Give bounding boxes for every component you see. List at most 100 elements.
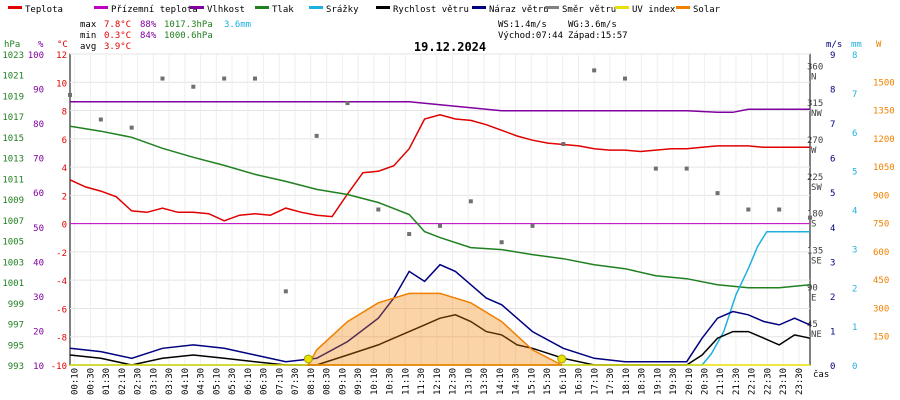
- tick-time: 05:30: [228, 368, 238, 395]
- legend-swatch: [376, 6, 390, 9]
- tick-time: 23:30: [795, 368, 805, 395]
- tick-wm2: 300: [873, 304, 889, 314]
- tick-time: 10:10: [370, 368, 380, 395]
- tick-time: 11:30: [417, 368, 427, 395]
- unit-mm: mm: [851, 40, 862, 50]
- tick-dir: 135: [807, 247, 823, 257]
- tick-time: 08:30: [323, 368, 333, 395]
- tick-time: 08:10: [307, 368, 317, 395]
- tick-time: 07:10: [275, 368, 285, 395]
- wind-dir-point: [561, 142, 566, 147]
- unit-wm2: W: [876, 40, 882, 50]
- tick-wm2: 750: [873, 220, 889, 230]
- axis-ticks: 1023102110191017101510131011100910071005…: [2, 51, 894, 395]
- series-vlhkost: [70, 101, 810, 114]
- stats-avg-temp: 3.9°C: [104, 42, 131, 52]
- tick-hpa: 1019: [2, 92, 24, 102]
- stats-min-temp: 0.3°C: [104, 31, 131, 41]
- tick-pct: 90: [33, 86, 44, 96]
- wind-dir-point: [746, 207, 751, 212]
- tick-mm: 1: [852, 323, 857, 333]
- wind-dir-point: [653, 166, 658, 171]
- wind-dir-point: [684, 166, 689, 171]
- tick-ms: 3: [830, 258, 835, 268]
- legend: Teplota Přízemní teplota Vlhkost Tlak Srážky…: [8, 5, 721, 15]
- tick-temp: -4: [56, 277, 67, 287]
- tick-dir: 315: [807, 99, 823, 109]
- tick-dir-label: W: [811, 146, 817, 156]
- tick-time: 02:10: [118, 368, 128, 395]
- tick-dir: 360: [807, 62, 823, 72]
- tick-wm2: 900: [873, 191, 889, 201]
- legend-swatch: [309, 6, 323, 9]
- tick-time: 00:30: [86, 368, 96, 395]
- tick-mm: 4: [852, 207, 857, 217]
- tick-dir-label: NW: [811, 109, 822, 119]
- time-axis-label: čas: [813, 369, 829, 380]
- wind-dir-point: [160, 76, 165, 81]
- tick-temp: 12: [56, 51, 67, 61]
- unit-hpa: hPa: [4, 40, 20, 50]
- tick-dir: 180: [807, 210, 823, 220]
- legend-label: Přízemní teplota: [111, 5, 198, 15]
- tick-time: 23:10: [779, 368, 789, 395]
- tick-mm: 8: [852, 51, 857, 61]
- tick-time: 09:10: [338, 368, 348, 395]
- tick-hpa: 995: [8, 341, 24, 351]
- legend-label: Tlak: [272, 5, 294, 15]
- tick-hpa: 1023: [2, 51, 24, 61]
- tick-mm: 0: [852, 362, 857, 372]
- legend-swatch: [472, 6, 486, 9]
- wind-dir-point: [98, 117, 103, 122]
- tick-ms: 5: [830, 189, 835, 199]
- sun-marker: [303, 354, 313, 364]
- tick-temp: 0: [62, 221, 67, 231]
- legend-swatch: [94, 6, 108, 9]
- tick-time: 13:10: [464, 368, 474, 395]
- tick-ms: 1: [830, 327, 835, 337]
- tick-wm2: 1350: [873, 107, 895, 117]
- stats-block: max 7.8°C 88% 1017.3hPa 3.6mm min 0.3°C …: [80, 20, 251, 52]
- axis-units: hPa % °C m/s mm W čas: [4, 40, 882, 380]
- tick-time: 13:30: [480, 368, 490, 395]
- stats-max-label: max: [80, 20, 97, 30]
- tick-ms: 8: [830, 86, 835, 96]
- tick-dir-label: SW: [811, 183, 822, 193]
- tick-dir: 225: [807, 173, 823, 183]
- legend-swatch: [545, 6, 559, 9]
- tick-wm2: 450: [873, 276, 889, 286]
- tick-time: 14:10: [496, 368, 506, 395]
- tick-mm: 2: [852, 284, 857, 294]
- tick-time: 15:30: [543, 368, 553, 395]
- tick-time: 00:10: [71, 368, 81, 395]
- wind-gust-max: WG:3.6m/s: [568, 20, 617, 30]
- series-rychlost-v-tru: [69, 314, 811, 366]
- tick-dir-label: NE: [811, 330, 822, 340]
- tick-temp: -6: [56, 305, 67, 315]
- tick-time: 16:10: [559, 368, 569, 395]
- stats-min-press: 1000.6hPa: [164, 31, 213, 41]
- wind-dir-point: [222, 76, 227, 81]
- tick-hpa: 999: [8, 300, 24, 310]
- tick-time: 22:10: [748, 368, 758, 395]
- legend-label: Srážky: [326, 5, 359, 15]
- series-tlak: [69, 125, 811, 289]
- stats-min-label: min: [80, 31, 96, 41]
- stats-min-hum: 84%: [140, 31, 157, 41]
- tick-time: 18:30: [638, 368, 648, 395]
- legend-label: UV index: [632, 5, 676, 15]
- date-title: 19.12.2024: [414, 40, 486, 54]
- wind-dir-point: [253, 76, 257, 81]
- tick-time: 21:30: [732, 368, 742, 395]
- tick-pct: 30: [33, 293, 44, 303]
- tick-time: 19:30: [669, 368, 679, 395]
- tick-wm2: 1200: [873, 135, 895, 145]
- wind-dir-point: [715, 191, 720, 196]
- tick-time: 18:10: [622, 368, 632, 395]
- wind-speed-avg: WS:1.4m/s: [498, 20, 547, 30]
- tick-hpa: 1007: [2, 217, 24, 227]
- series-layer: [68, 68, 812, 366]
- unit-pct: %: [38, 40, 44, 50]
- wind-dir-point: [68, 92, 72, 97]
